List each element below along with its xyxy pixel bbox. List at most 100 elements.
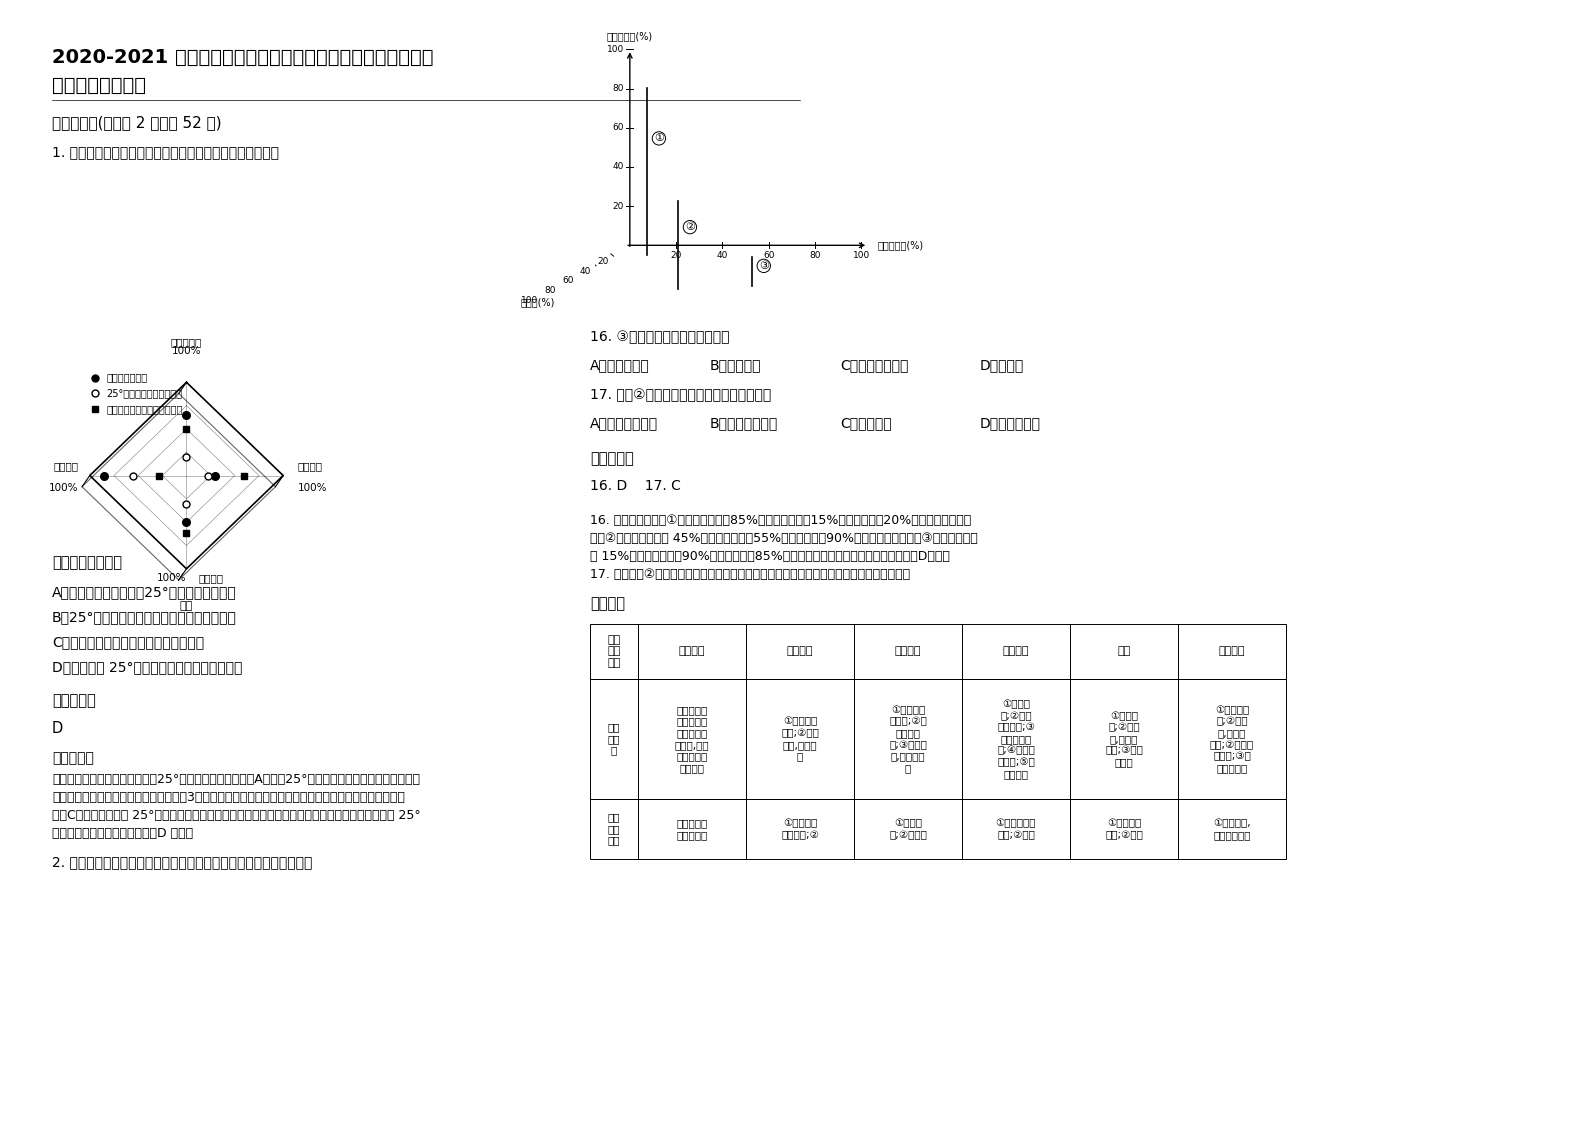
Text: 区，灌溉设施不是最少；东北地区量多，3错误；东部地区有灌溉设施的耕地面积比重最大，总面积不是最: 区，灌溉设施不是最少；东北地区量多，3错误；东部地区有灌溉设施的耕地面积比重最大… [52, 791, 405, 804]
Text: 100%: 100% [298, 482, 327, 493]
Text: ①交通便
捷;②人口较: ①交通便 捷;②人口较 [889, 818, 927, 839]
Text: 60: 60 [562, 276, 573, 285]
Text: 100: 100 [606, 45, 624, 54]
Text: 商品率(%): 商品率(%) [521, 297, 554, 307]
Bar [962, 799, 1070, 859]
Text: 一、选择题(每小题 2 分，共 52 分): 一、选择题(每小题 2 分，共 52 分) [52, 114, 222, 130]
Bar [638, 799, 746, 859]
Text: ①小农经
济;②单产
商品率低;③
机械化水平
低;④水利工
程量大;⑤科
技水平低: ①小农经 济;②单产 商品率低;③ 机械化水平 低;④水利工 程量大;⑤科 技水… [997, 699, 1035, 779]
Text: 东部地区: 东部地区 [298, 461, 322, 471]
Text: 20: 20 [613, 202, 624, 211]
Text: 参考答案：: 参考答案： [590, 451, 633, 466]
Text: 耕地占全国比重: 耕地占全国比重 [106, 373, 148, 383]
Text: 美国、加拿
大、澳大利: 美国、加拿 大、澳大利 [676, 818, 708, 839]
Text: B．25°以上坡耕地比重大的地区，灌溉设施少: B．25°以上坡耕地比重大的地区，灌溉设施少 [52, 610, 236, 624]
Text: 20: 20 [597, 257, 609, 266]
Bar [1070, 679, 1178, 799]
Bar [1178, 799, 1285, 859]
Text: C．商品谷物农业: C．商品谷物农业 [840, 358, 908, 373]
Bar [638, 679, 746, 799]
Text: 16. 由图可以看出：①地种植业比重约85%，畜牧业比重约15%，商品率低约20%，应该是水稻种植: 16. 由图可以看出：①地种植业比重约85%，畜牧业比重约15%，商品率低约20… [590, 514, 971, 527]
Text: 20: 20 [670, 251, 682, 260]
Bar [962, 624, 1070, 679]
Text: 16. ③地区的农业地域类型可能是: 16. ③地区的农业地域类型可能是 [590, 330, 730, 344]
Text: 100: 100 [521, 296, 538, 305]
Text: 参考答案：: 参考答案： [52, 693, 95, 708]
Text: ①种植小麦和
玉米;②生产: ①种植小麦和 玉米;②生产 [995, 818, 1036, 839]
Text: 约 15%，畜牧业比重约90%，商品率高约85%，可能是乳畜业或大牧场放牧业，故答案D正确。: 约 15%，畜牧业比重约90%，商品率高约85%，可能是乳畜业或大牧场放牧业，故… [590, 550, 951, 563]
Text: A．水稻种植业: A．水稻种植业 [590, 358, 649, 373]
Text: 2020-2021 学年湖南省岳阳市临湘市黄盖镇中学高二地理上学: 2020-2021 学年湖南省岳阳市临湘市黄盖镇中学高二地理上学 [52, 48, 433, 67]
Text: 发展条件: 发展条件 [895, 646, 920, 656]
Text: ①气候温和
降水较多;②: ①气候温和 降水较多;② [781, 818, 819, 839]
Text: ③: ③ [759, 261, 768, 270]
Text: 分布地区: 分布地区 [679, 646, 705, 656]
Text: 25°以上坡耕地占全国比重: 25°以上坡耕地占全国比重 [106, 388, 183, 398]
Text: C．经营粗放: C．经营粗放 [840, 416, 892, 430]
Text: 据图可知（　　）: 据图可知（ ） [52, 555, 122, 570]
Text: 100%: 100% [171, 347, 202, 356]
Text: ②: ② [686, 222, 695, 232]
Text: ①: ① [654, 134, 663, 144]
Text: 【点睛】: 【点睛】 [590, 596, 625, 611]
Bar [854, 799, 962, 859]
Bar [746, 624, 854, 679]
Bar [746, 799, 854, 859]
Bar [590, 679, 638, 799]
Text: 耕地比重大的地区是西部地区，25°以上坡耕地比重最大，A错误；25°以上坡耕地比重大的地区是西部地: 耕地比重大的地区是西部地区，25°以上坡耕地比重最大，A错误；25°以上坡耕地比… [52, 773, 421, 787]
Text: 解决措施: 解决措施 [1219, 646, 1246, 656]
Text: 期期末试题含解析: 期期末试题含解析 [52, 76, 146, 95]
Text: C．东部地区有灌溉设施的耕地面积最大: C．东部地区有灌溉设施的耕地面积最大 [52, 635, 205, 649]
Text: 60: 60 [763, 251, 774, 260]
Text: ①小农经
济;②机械
化,科技水
平低;③水旱
灾频繁: ①小农经 济;②机械 化,科技水 平低;③水旱 灾频繁 [1105, 711, 1143, 767]
Text: 100: 100 [852, 251, 870, 260]
Text: ①气候温暖
多雨;②地形
平坦,土层深
厚: ①气候温暖 多雨;②地形 平坦,土层深 厚 [781, 717, 819, 762]
Text: D: D [52, 721, 63, 736]
Text: 问题: 问题 [1117, 646, 1130, 656]
Text: ①农业成本
较高;②能耗: ①农业成本 较高;②能耗 [1105, 818, 1143, 839]
Text: 80: 80 [544, 286, 555, 295]
Text: 有灌溉设施的耕地占本区比重: 有灌溉设施的耕地占本区比重 [106, 404, 183, 414]
Text: ①劳动力资
源丰富;②种
植历史悠
久;③人口众
多,粮食需求
大: ①劳动力资 源丰富;②种 植历史悠 久;③人口众 多,粮食需求 大 [889, 705, 927, 773]
Text: 17. 关于②地区农业生产特点叙述，错误的是: 17. 关于②地区农业生产特点叙述，错误的是 [590, 388, 771, 402]
Text: B．市场适应性强: B．市场适应性强 [709, 416, 778, 430]
Bar [1070, 799, 1178, 859]
Text: 畜牧业比重(%): 畜牧业比重(%) [878, 240, 924, 250]
Text: 80: 80 [613, 84, 624, 93]
Text: 试题分析：: 试题分析： [52, 751, 94, 765]
Bar [590, 624, 638, 679]
Text: 业；②地种植业比重约 45%，畜牧业比重约55%，商品率高约90%，应该是混合农业；③地种植业比重: 业；②地种植业比重约 45%，畜牧业比重约55%，商品率高约90%，应该是混合农… [590, 532, 978, 545]
Text: ①经营规模
小;②机械
化,科技水
平低;②适度规
模经营;③建
设水利工程: ①经营规模 小;②机械 化,科技水 平低;②适度规 模经营;③建 设水利工程 [1209, 705, 1254, 773]
Bar [638, 624, 746, 679]
Text: 水稻
种植
业: 水稻 种植 业 [608, 723, 621, 755]
Bar [854, 679, 962, 799]
Bar [1178, 679, 1285, 799]
Text: 60: 60 [613, 123, 624, 132]
Bar [1070, 624, 1178, 679]
Text: D．中部地区 25°以上坡耕地面积大于东部地区: D．中部地区 25°以上坡耕地面积大于东部地区 [52, 660, 243, 674]
Text: 西部地区: 西部地区 [52, 461, 78, 471]
Bar [746, 679, 854, 799]
Bar [1178, 624, 1285, 679]
Text: 区位条件: 区位条件 [787, 646, 813, 656]
Text: 40: 40 [613, 163, 624, 172]
Text: 大，C错误；中部地区 25°以上坡耕地占全国比重和耕地占全国比重都大于东部地区，所以中部地区 25°: 大，C错误；中部地区 25°以上坡耕地占全国比重和耕地占全国比重都大于东部地区，… [52, 809, 421, 822]
Text: 16. D    17. C: 16. D 17. C [590, 479, 681, 493]
Text: 商品
谷物
农业: 商品 谷物 农业 [608, 812, 621, 846]
Text: 中部地区: 中部地区 [198, 573, 224, 583]
Text: 40: 40 [717, 251, 728, 260]
Text: 农业
地域
类型: 农业 地域 类型 [608, 635, 621, 668]
Text: 集中分布在
东亚、东南
亚和南亚的
季风区,以及
东南亚的热
带雨林区: 集中分布在 东亚、东南 亚和南亚的 季风区,以及 东南亚的热 带雨林区 [674, 705, 709, 773]
Text: 17. 由图可知②地是混合农业，规模大，机械化程度高，科技水平高，有较强的市场适应性。: 17. 由图可知②地是混合农业，规模大，机械化程度高，科技水平高，有较强的市场适… [590, 568, 909, 581]
Text: 图例: 图例 [179, 601, 194, 611]
Bar [962, 679, 1070, 799]
Text: 种植业比重(%): 种植业比重(%) [606, 31, 652, 42]
Text: 2. 下图为三个地区农业发展基本情况的比较图。读图完成下面小题。: 2. 下图为三个地区农业发展基本情况的比较图。读图完成下面小题。 [52, 855, 313, 870]
Text: A．机械化水平高: A．机械化水平高 [590, 416, 659, 430]
Text: 80: 80 [809, 251, 820, 260]
Text: A．耕地比重大的地区，25°以上坡耕地比重小: A．耕地比重大的地区，25°以上坡耕地比重小 [52, 585, 236, 599]
Text: 东北部地区: 东北部地区 [171, 337, 202, 347]
Text: D．乳畜业: D．乳畜业 [981, 358, 1024, 373]
Text: D．科技水平高: D．科技水平高 [981, 416, 1041, 430]
Text: ①降低能耗,
提高能源利用: ①降低能耗, 提高能源利用 [1212, 818, 1251, 839]
